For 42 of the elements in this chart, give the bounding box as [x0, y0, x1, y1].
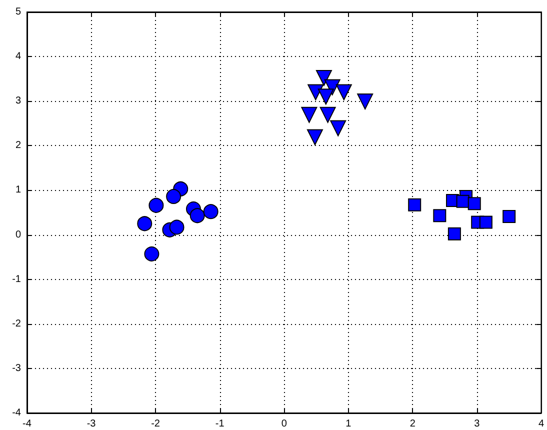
x-tick-label: 0 — [281, 418, 288, 430]
y-tick-label: -4 — [12, 408, 22, 418]
x-tick-label: 4 — [538, 418, 544, 430]
point — [190, 208, 205, 224]
point — [316, 70, 332, 86]
point — [479, 216, 492, 229]
point — [456, 194, 470, 208]
point — [306, 129, 323, 146]
point — [468, 197, 481, 210]
x-tick-label: 2 — [410, 418, 416, 430]
point — [301, 106, 318, 123]
point — [330, 120, 346, 136]
point — [448, 227, 461, 240]
point — [203, 204, 218, 220]
y-tick-label: 4 — [15, 51, 22, 62]
y-tick-label: 5 — [15, 6, 22, 18]
point — [137, 216, 152, 232]
point — [408, 198, 422, 212]
point — [357, 94, 374, 110]
y-tick-label: -3 — [12, 362, 22, 374]
point — [169, 220, 184, 235]
x-tick-label: 3 — [474, 418, 480, 430]
point — [144, 246, 160, 262]
x-tick-label: 1 — [346, 418, 352, 430]
x-tick-label: -1 — [215, 418, 225, 430]
point — [318, 88, 334, 105]
point — [320, 106, 336, 123]
point — [166, 188, 182, 204]
x-tick-label: -3 — [86, 418, 96, 430]
y-tick-label: 3 — [15, 96, 22, 107]
y-tick-label: 0 — [15, 229, 22, 240]
x-tick-label: -4 — [22, 418, 32, 430]
point — [502, 210, 516, 224]
point — [336, 84, 352, 100]
y-tick-label: -1 — [12, 274, 22, 285]
point — [433, 209, 446, 222]
x-tick-label: -2 — [151, 418, 160, 430]
y-tick-label: 2 — [15, 140, 22, 152]
point — [148, 198, 164, 213]
y-tick-label: 1 — [15, 184, 22, 196]
y-tick-label: -2 — [12, 318, 22, 330]
point — [308, 84, 324, 100]
